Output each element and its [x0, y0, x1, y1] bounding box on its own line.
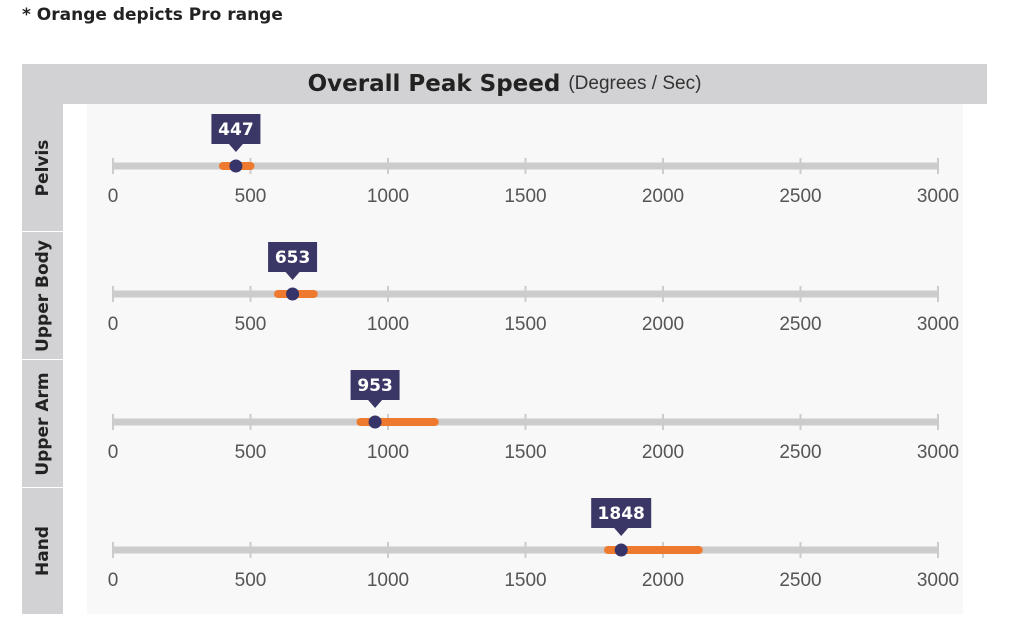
- callout-pointer-upper-arm: [368, 400, 383, 408]
- tick-label: 1500: [504, 186, 546, 207]
- row-header-upper-body: Upper Body: [22, 232, 63, 360]
- row-header-pelvis: Pelvis: [22, 104, 63, 232]
- tick-label: 2000: [642, 442, 684, 463]
- plot-area: [87, 104, 963, 614]
- value-label-hand: 1848: [598, 504, 645, 524]
- tick-label: 2000: [642, 570, 684, 591]
- callout-pointer-hand: [614, 528, 629, 536]
- row-header-upper-arm: Upper Arm: [22, 360, 63, 488]
- tick-label: 2000: [642, 186, 684, 207]
- tick-label: 0: [108, 186, 119, 207]
- tick-label: 2500: [779, 442, 821, 463]
- tick-label: 1000: [367, 570, 409, 591]
- tick-label: 2500: [779, 570, 821, 591]
- tick-label: 2500: [779, 186, 821, 207]
- tick-label: 0: [108, 442, 119, 463]
- callout-pointer-upper-body: [285, 272, 300, 280]
- tick-label: 500: [235, 314, 267, 335]
- row-header-hand: Hand: [22, 488, 63, 615]
- tick-label: 500: [235, 570, 267, 591]
- value-label-upper-arm: 953: [357, 376, 393, 396]
- tick-label: 3000: [917, 442, 959, 463]
- tick-label: 1500: [504, 570, 546, 591]
- value-marker-pelvis: [229, 159, 243, 173]
- chart-title: Overall Peak Speed: [307, 71, 561, 97]
- tick-label: 0: [108, 314, 119, 335]
- chart-unit: (Degrees / Sec): [568, 73, 702, 94]
- value-callout-hand: [591, 498, 652, 528]
- tick-label: 3000: [917, 186, 959, 207]
- tick-label: 1000: [367, 314, 409, 335]
- value-marker-hand: [614, 543, 628, 557]
- pro-range-note: * Orange depicts Pro range: [22, 5, 283, 25]
- tick-label: 3000: [917, 314, 959, 335]
- tick-label: 1500: [504, 314, 546, 335]
- value-callout-upper-body: [268, 242, 318, 272]
- value-label-upper-body: 653: [275, 248, 311, 268]
- tick-label: 2000: [642, 314, 684, 335]
- tick-label: 1000: [367, 442, 409, 463]
- tick-label: 500: [235, 186, 267, 207]
- tick-label: 0: [108, 570, 119, 591]
- value-callout-upper-arm: [350, 370, 400, 400]
- callout-pointer-pelvis: [228, 144, 243, 152]
- value-label-pelvis: 447: [218, 120, 254, 140]
- value-marker-upper-body: [286, 287, 300, 301]
- tick-label: 2500: [779, 314, 821, 335]
- tick-label: 3000: [917, 570, 959, 591]
- tick-label: 500: [235, 442, 267, 463]
- chart-header: Overall Peak Speed (Degrees / Sec): [22, 64, 987, 104]
- value-callout-pelvis: [211, 114, 261, 144]
- tick-label: 1500: [504, 442, 546, 463]
- tick-label: 1000: [367, 186, 409, 207]
- value-marker-upper-arm: [368, 415, 382, 429]
